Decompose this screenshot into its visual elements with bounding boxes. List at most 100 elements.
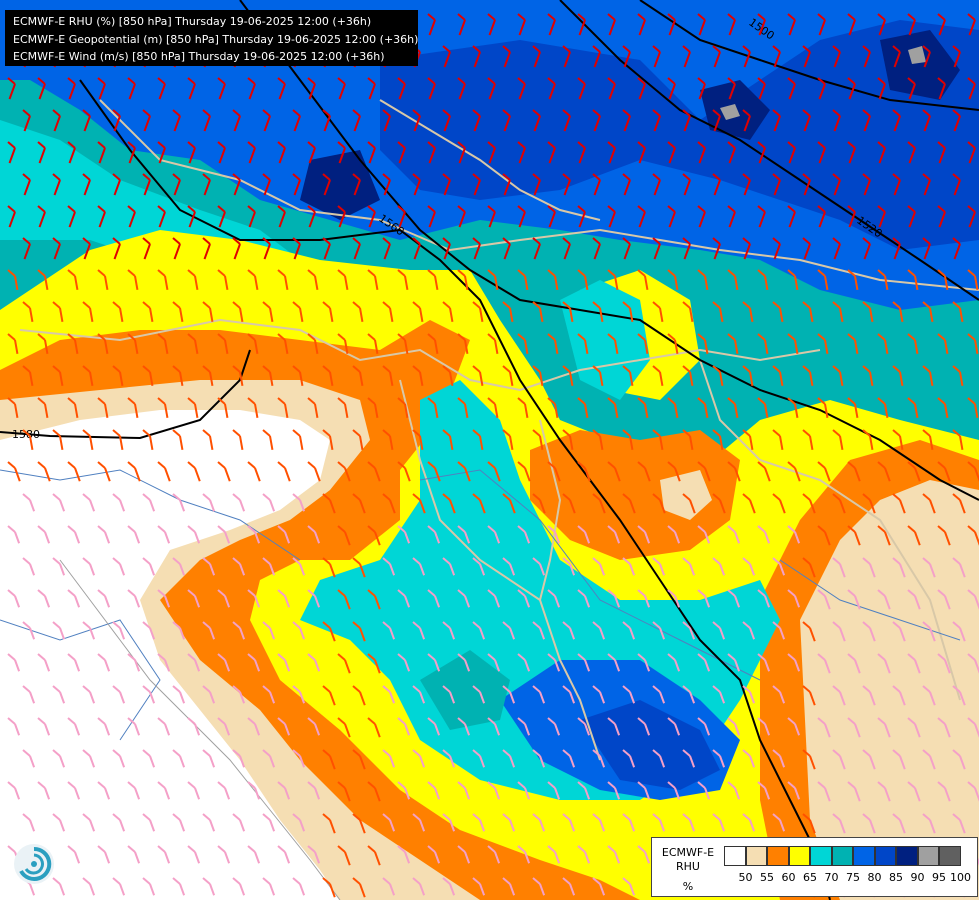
wind-barb-flag: [487, 589, 496, 597]
wind-barb-flag: [277, 77, 286, 85]
wind-barb-flag: [532, 365, 541, 373]
wind-barb-flag: [37, 397, 46, 405]
wind-barb: [389, 627, 396, 640]
wind-barb: [89, 435, 94, 450]
wind-barb-flag: [232, 557, 241, 565]
wind-barb-flag: [82, 877, 91, 885]
wind-barb-flag: [952, 749, 961, 757]
contour-1580-line: [0, 349, 251, 440]
wind-barb-flag: [127, 205, 136, 213]
wind-barb-flag: [892, 813, 901, 821]
wind-barb-flag: [967, 589, 976, 597]
wind-barb-flag: [472, 557, 481, 565]
wind-barb-flag: [442, 429, 451, 437]
wind-barb: [449, 883, 456, 896]
wind-barb: [833, 51, 841, 68]
wind-barb-flag: [7, 845, 16, 853]
wind-barb: [494, 851, 501, 864]
wind-barb: [269, 499, 276, 512]
wind-barb-flag: [967, 13, 976, 21]
wind-barb-flag: [817, 141, 826, 149]
wind-barb: [968, 83, 976, 100]
wind-barb: [359, 371, 364, 386]
wind-barb-flag: [337, 141, 346, 149]
wind-barb-flag: [817, 717, 826, 725]
wind-barb-flag: [847, 653, 856, 661]
wind-barb: [269, 755, 276, 768]
wind-barb-flag: [127, 333, 136, 341]
wind-barb: [704, 531, 711, 544]
wind-barb: [584, 851, 591, 864]
wind-barb: [419, 371, 424, 386]
wind-barb: [548, 211, 556, 228]
wind-barb: [773, 243, 781, 260]
wind-barb-flag: [37, 333, 46, 341]
wind-barb-flag: [607, 589, 616, 597]
wind-barb: [134, 339, 139, 354]
wind-barb: [359, 563, 366, 578]
wind-barb: [413, 243, 421, 260]
wind-barb: [104, 851, 111, 864]
wind-barb: [104, 467, 111, 482]
wind-barb: [29, 755, 36, 768]
wind-barb-flag: [172, 365, 181, 373]
wind-barb-flag: [442, 621, 451, 629]
wind-barb: [794, 467, 801, 482]
wind-barb: [293, 179, 301, 196]
wind-barb: [863, 115, 871, 132]
wind-barb: [614, 851, 621, 864]
wind-barb-flag: [187, 77, 196, 85]
wind-barb: [524, 467, 531, 482]
wind-barb: [449, 691, 456, 704]
wind-barb: [794, 339, 799, 354]
wind-barb-flag: [742, 173, 751, 181]
wind-barb-flag: [592, 493, 601, 501]
wind-barb-flag: [472, 109, 481, 117]
wind-barb-flag: [352, 301, 361, 309]
wind-barb: [263, 179, 271, 196]
wind-barb: [494, 595, 501, 608]
wind-barb: [884, 723, 891, 738]
wind-barb: [848, 147, 856, 164]
wind-barb: [389, 755, 396, 768]
wind-barb-flag: [397, 205, 406, 213]
wind-barb: [623, 243, 631, 260]
wind-barb: [248, 83, 256, 100]
wind-barb: [614, 787, 621, 800]
wind-barb: [428, 83, 436, 100]
wind-barb-flag: [307, 525, 316, 533]
wind-barb: [509, 627, 516, 640]
wind-barb: [818, 83, 826, 100]
wind-barb: [674, 275, 679, 290]
wind-barb-flag: [292, 109, 301, 117]
wind-barb-flag: [397, 781, 406, 789]
wind-barb-flag: [637, 717, 646, 725]
wind-barb-flag: [922, 749, 931, 757]
wind-barb: [764, 275, 769, 290]
wind-barb: [494, 659, 501, 672]
wind-barb: [734, 531, 741, 544]
wind-barb-flag: [292, 301, 301, 309]
wind-barb: [779, 563, 786, 576]
wind-barb-flag: [817, 77, 826, 85]
wind-barb: [389, 371, 394, 386]
wind-barb: [53, 115, 61, 132]
wind-barb: [968, 19, 976, 36]
wind-barb: [539, 499, 546, 514]
wind-barb-flag: [787, 653, 796, 661]
wind-barb-flag: [382, 685, 391, 693]
wind-barb: [479, 883, 486, 896]
wind-barb-flag: [442, 301, 451, 309]
wind-barb-flag: [502, 685, 511, 693]
wind-barb-flag: [802, 685, 811, 693]
wind-barb-flag: [742, 109, 751, 117]
wind-barb-flag: [877, 333, 886, 341]
wind-barb: [674, 659, 681, 672]
wind-barb: [74, 403, 79, 418]
wind-barb-flag: [487, 717, 496, 725]
wind-barb-flag: [97, 205, 106, 213]
wind-barb: [209, 563, 216, 576]
wind-barb-flag: [37, 653, 46, 661]
wind-barb: [674, 531, 681, 544]
wind-barb: [449, 435, 454, 450]
